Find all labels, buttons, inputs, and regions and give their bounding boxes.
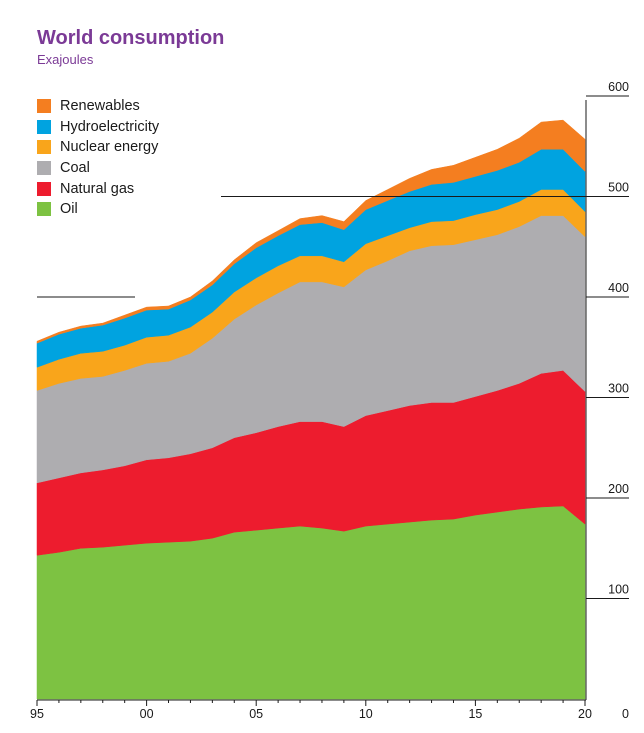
chart-subtitle: Exajoules bbox=[37, 52, 94, 67]
legend-label-natural-gas: Natural gas bbox=[60, 180, 135, 197]
legend-swatch-natural-gas bbox=[37, 181, 51, 196]
legend-item-coal: Coal bbox=[37, 158, 159, 179]
area-renewables bbox=[36, 119, 586, 344]
x-tick-label-1995: 95 bbox=[30, 707, 44, 721]
legend-item-hydroelectricity: Hydroelectricity bbox=[37, 117, 159, 138]
y-tick-label-200: 200 bbox=[608, 482, 629, 496]
x-tick-label-2020: 20 bbox=[578, 707, 592, 721]
legend-label-coal: Coal bbox=[60, 160, 90, 177]
legend-label-nuclear-energy: Nuclear energy bbox=[60, 139, 159, 156]
legend-item-nuclear-energy: Nuclear energy bbox=[37, 137, 159, 158]
legend-swatch-nuclear-energy bbox=[37, 140, 51, 155]
legend-item-natural-gas: Natural gas bbox=[37, 178, 159, 199]
legend-item-renewables: Renewables bbox=[37, 96, 159, 117]
legend-label-oil: Oil bbox=[60, 201, 78, 218]
y-tick-label-600: 600 bbox=[608, 80, 629, 94]
legend-label-hydroelectricity: Hydroelectricity bbox=[60, 118, 160, 135]
legend-swatch-hydroelectricity bbox=[37, 119, 51, 134]
legend-label-renewables: Renewables bbox=[60, 98, 140, 115]
x-tick-label-2015: 15 bbox=[468, 707, 482, 721]
legend-item-oil: Oil bbox=[37, 199, 159, 220]
legend-swatch-renewables bbox=[37, 99, 51, 114]
y-tick-label-300: 300 bbox=[608, 382, 629, 396]
x-tick-label-2010: 10 bbox=[359, 707, 373, 721]
legend-swatch-coal bbox=[37, 161, 51, 176]
x-tick-label-2000: 00 bbox=[140, 707, 154, 721]
chart-title: World consumption bbox=[37, 27, 225, 49]
y-tick-label-0: 0 bbox=[622, 707, 629, 721]
y-tick-label-500: 500 bbox=[608, 181, 629, 195]
x-tick-label-2005: 05 bbox=[249, 707, 263, 721]
chart-legend: Renewables Hydroelectricity Nuclear energy… bbox=[37, 96, 159, 220]
y-tick-label-100: 100 bbox=[608, 583, 629, 597]
y-tick-label-400: 400 bbox=[608, 281, 629, 295]
legend-swatch-oil bbox=[37, 202, 51, 217]
